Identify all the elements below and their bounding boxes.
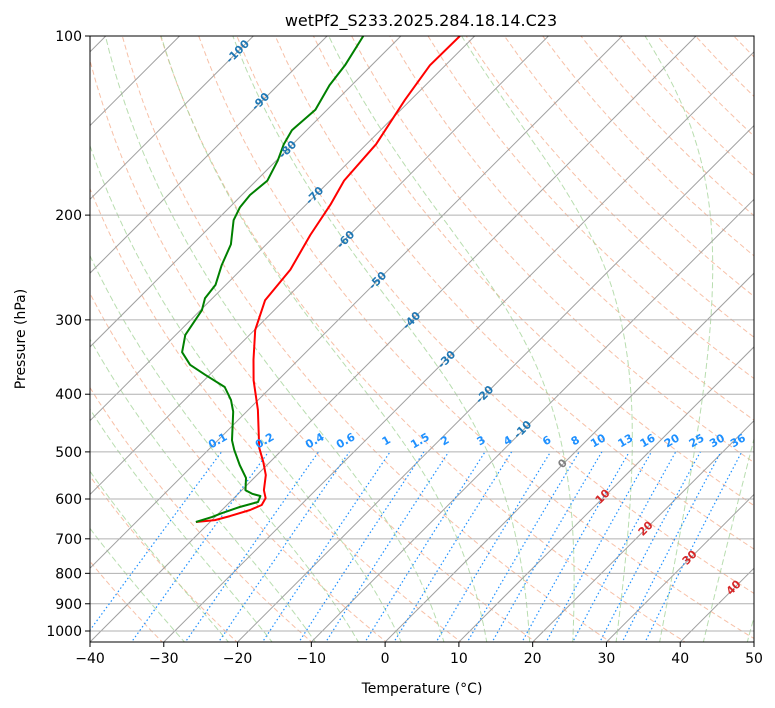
moist-adiabat (232, 36, 531, 642)
isotherm (90, 36, 697, 642)
y-tick-label: 600 (55, 492, 82, 508)
dry-adiabat (90, 187, 462, 642)
isotherm (605, 493, 754, 642)
x-tick-label: 30 (598, 651, 616, 667)
isotherm (90, 36, 254, 201)
x-axis-label: Temperature (°C) (361, 681, 483, 697)
dry-adiabat (198, 36, 754, 640)
x-tick-label: 40 (671, 651, 689, 667)
x-tick-label: 10 (450, 651, 468, 667)
dry-adiabat (427, 36, 754, 380)
axes: −40 −30 −20 −10 0 10 20 30 40 50 100 200 300 400 500 60… (46, 29, 763, 667)
isotherm (236, 124, 754, 642)
mixing-ratio-line (298, 451, 425, 642)
profile-traces (181, 36, 461, 523)
chart-title: wetPf2_S233.2025.284.18.14.C23 (285, 11, 557, 31)
dry-adiabat (90, 58, 537, 642)
y-tick-label: 500 (55, 445, 82, 461)
temperature-trace (195, 36, 461, 523)
isotherm (310, 198, 754, 642)
moist-adiabat (90, 144, 402, 642)
y-tick-label: 200 (55, 208, 82, 224)
dry-adiabat (274, 36, 754, 550)
isotherm (90, 36, 402, 348)
dry-adiabat (236, 36, 754, 594)
isotherm (90, 36, 476, 422)
dry-adiabat (160, 36, 686, 642)
y-tick-label: 700 (55, 532, 82, 548)
x-tick-label: −10 (297, 651, 327, 667)
moist-adiabat (105, 36, 445, 642)
y-tick-label: 800 (55, 566, 82, 582)
moist-adiabat (328, 36, 575, 642)
moist-adiabat (90, 338, 317, 642)
y-tick-label: 300 (55, 313, 82, 329)
mixing-ratio-line (325, 451, 450, 642)
moist-adiabat (461, 36, 633, 642)
dry-adiabat (351, 36, 754, 464)
mixing-ratio-line (435, 451, 552, 642)
isotherm (90, 36, 623, 569)
x-tick-label: −30 (149, 651, 179, 667)
mixing-ratio-line (364, 451, 486, 642)
x-tick-label: 50 (745, 651, 763, 667)
moist-adiabat (90, 527, 186, 642)
mixing-ratio-line (90, 451, 223, 632)
mixing-ratio-line (217, 451, 350, 642)
y-tick-label: 100 (55, 29, 82, 45)
dry-adiabat (90, 292, 388, 642)
mixing-ratio-line (184, 451, 320, 642)
dry-adiabat (90, 560, 163, 642)
mixing-ratio-line (545, 451, 652, 642)
isotherm (163, 51, 754, 642)
y-tick-label: 400 (55, 387, 82, 403)
dry-adiabat (90, 475, 238, 642)
isotherm (384, 272, 754, 642)
moist-adiabat (90, 470, 230, 642)
isotherm (458, 346, 754, 642)
background-lines (90, 36, 754, 642)
x-tick-label: 0 (381, 651, 390, 667)
plot-frame (89, 35, 755, 643)
mixing-ratio-line (261, 451, 391, 642)
moist-adiabat (90, 408, 273, 642)
isotherm (531, 419, 754, 642)
dewpoint-trace (181, 36, 365, 523)
isotherm (90, 36, 328, 274)
x-tick-label: −20 (223, 651, 253, 667)
isotherm (90, 36, 549, 496)
y-tick-label: 1000 (46, 624, 82, 640)
mixing-ratio-line (572, 451, 677, 642)
moist-adiabat (160, 36, 488, 642)
dry-adiabat (90, 386, 313, 642)
x-tick-label: 20 (524, 651, 542, 667)
y-tick-label: 900 (55, 597, 82, 613)
dry-adiabat (121, 36, 612, 642)
mixing-ratio-line (599, 451, 701, 642)
dry-adiabat (465, 36, 754, 338)
mixing-ratio-line (130, 451, 269, 642)
x-tick-label: −40 (75, 651, 105, 667)
moist-adiabat (644, 36, 714, 642)
y-axis-label: Pressure (hPa) (13, 289, 29, 389)
